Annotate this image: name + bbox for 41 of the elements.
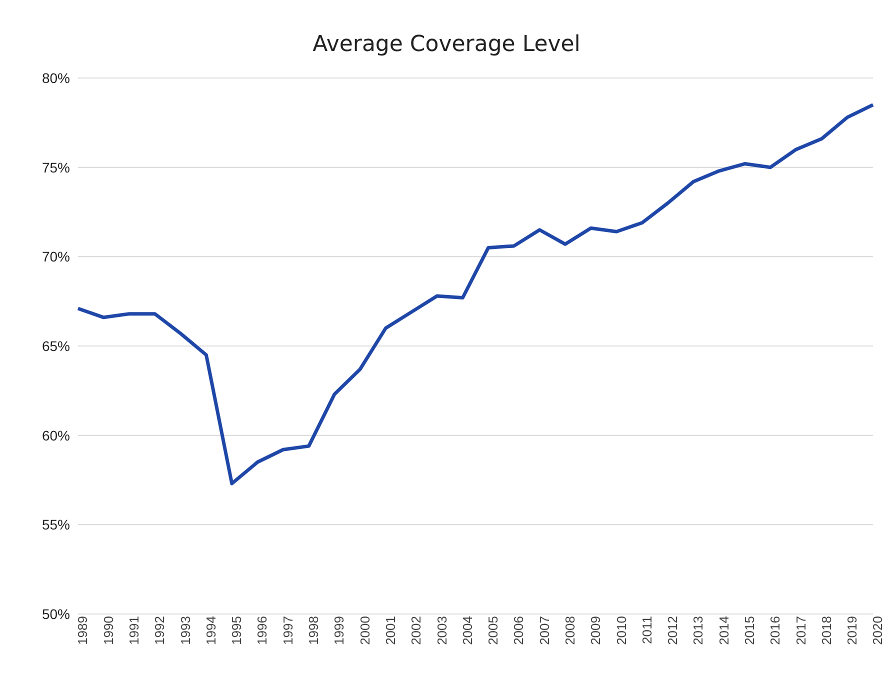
y-tick-label: 60% bbox=[42, 427, 70, 444]
x-tick-label: 2004 bbox=[460, 616, 475, 645]
x-tick-label: 2005 bbox=[486, 616, 501, 645]
x-tick-label: 2007 bbox=[536, 616, 552, 645]
x-tick-label: 1996 bbox=[254, 616, 270, 645]
x-tick-label: 2020 bbox=[870, 616, 886, 645]
x-tick-label: 2019 bbox=[844, 616, 860, 645]
x-tick-label: 1989 bbox=[75, 616, 90, 645]
y-tick-label: 55% bbox=[42, 516, 70, 533]
x-tick-label: 1990 bbox=[100, 616, 116, 645]
x-tick-label: 1992 bbox=[152, 616, 168, 645]
line-series bbox=[76, 103, 875, 486]
x-tick-label: 1998 bbox=[306, 616, 322, 645]
y-tick-label: 80% bbox=[42, 70, 70, 86]
y-tick-label: 65% bbox=[42, 338, 70, 354]
x-tick-label: 2013 bbox=[690, 616, 706, 645]
x-tick-label: 1999 bbox=[332, 616, 347, 645]
y-tick-label: 70% bbox=[42, 248, 70, 265]
x-tick-label: 2006 bbox=[511, 616, 526, 645]
chart-title: Average Coverage Level bbox=[312, 31, 582, 59]
y-tick-label: 50% bbox=[42, 606, 70, 622]
x-tick-label: 1997 bbox=[280, 616, 296, 645]
x-tick-label: 2009 bbox=[588, 616, 604, 645]
y-tick-label: 75% bbox=[42, 159, 70, 176]
x-tick-label: 2018 bbox=[818, 616, 834, 645]
x-tick-label: 2014 bbox=[716, 616, 732, 645]
x-tick-label: 2003 bbox=[434, 616, 450, 645]
x-tick-label: 2016 bbox=[768, 616, 783, 645]
x-tick-label: 1991 bbox=[126, 616, 142, 645]
x-tick-label: 2002 bbox=[408, 616, 424, 645]
x-tick-label: 2000 bbox=[357, 616, 372, 645]
x-tick-label: 2001 bbox=[382, 616, 398, 645]
x-tick-label: 2008 bbox=[562, 616, 578, 645]
x-tick-label: 2010 bbox=[614, 616, 629, 645]
x-tick-label: 2011 bbox=[639, 616, 654, 644]
x-tick-label: 2012 bbox=[665, 616, 680, 645]
x-tick-label: 1993 bbox=[178, 616, 193, 645]
x-tick-label: 2017 bbox=[793, 616, 808, 645]
x-tick-label: 2015 bbox=[742, 616, 758, 645]
x-tick-label: 1995 bbox=[229, 616, 244, 645]
x-tick-label: 1994 bbox=[203, 616, 218, 645]
